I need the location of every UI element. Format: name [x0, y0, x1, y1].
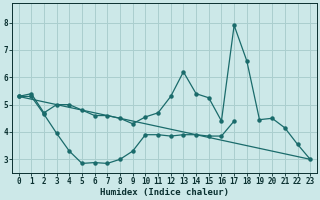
X-axis label: Humidex (Indice chaleur): Humidex (Indice chaleur)	[100, 188, 229, 197]
